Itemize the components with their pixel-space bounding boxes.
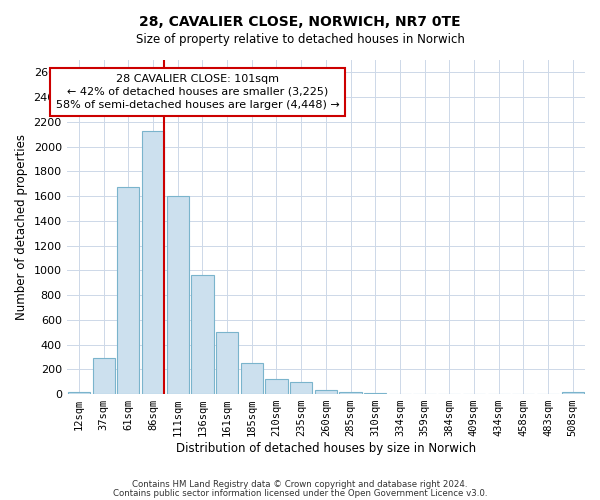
Text: Size of property relative to detached houses in Norwich: Size of property relative to detached ho… bbox=[136, 32, 464, 46]
Text: 28, CAVALIER CLOSE, NORWICH, NR7 0TE: 28, CAVALIER CLOSE, NORWICH, NR7 0TE bbox=[139, 15, 461, 29]
Bar bbox=[315, 390, 337, 394]
Bar bbox=[68, 392, 90, 394]
Bar bbox=[265, 379, 287, 394]
Text: Contains public sector information licensed under the Open Government Licence v3: Contains public sector information licen… bbox=[113, 488, 487, 498]
Y-axis label: Number of detached properties: Number of detached properties bbox=[15, 134, 28, 320]
X-axis label: Distribution of detached houses by size in Norwich: Distribution of detached houses by size … bbox=[176, 442, 476, 455]
Text: 28 CAVALIER CLOSE: 101sqm
← 42% of detached houses are smaller (3,225)
58% of se: 28 CAVALIER CLOSE: 101sqm ← 42% of detac… bbox=[56, 74, 340, 110]
Bar bbox=[92, 358, 115, 394]
Bar bbox=[167, 196, 189, 394]
Bar bbox=[191, 276, 214, 394]
Bar bbox=[142, 130, 164, 394]
Text: Contains HM Land Registry data © Crown copyright and database right 2024.: Contains HM Land Registry data © Crown c… bbox=[132, 480, 468, 489]
Bar bbox=[241, 363, 263, 394]
Bar bbox=[290, 382, 312, 394]
Bar bbox=[340, 392, 362, 394]
Bar bbox=[216, 332, 238, 394]
Bar bbox=[117, 188, 139, 394]
Bar bbox=[562, 392, 584, 394]
